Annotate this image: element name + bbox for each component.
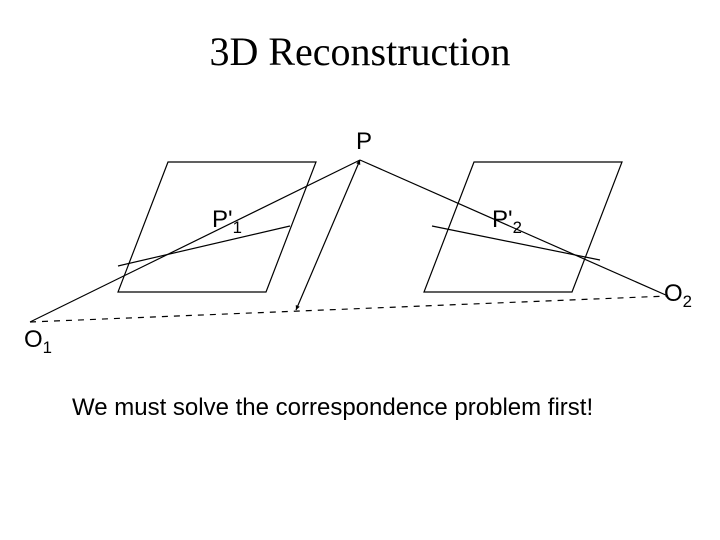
diagram-svg (0, 0, 720, 540)
slide-root: { "title": { "text": "3D Reconstruction"… (0, 0, 720, 540)
label-P: P (356, 128, 372, 156)
label-O2: O2 (664, 280, 692, 312)
label-P1: P'1 (212, 206, 242, 238)
footnote-text: We must solve the correspondence problem… (72, 394, 593, 422)
label-P2: P'2 (492, 206, 522, 238)
label-O1: O1 (24, 326, 52, 358)
